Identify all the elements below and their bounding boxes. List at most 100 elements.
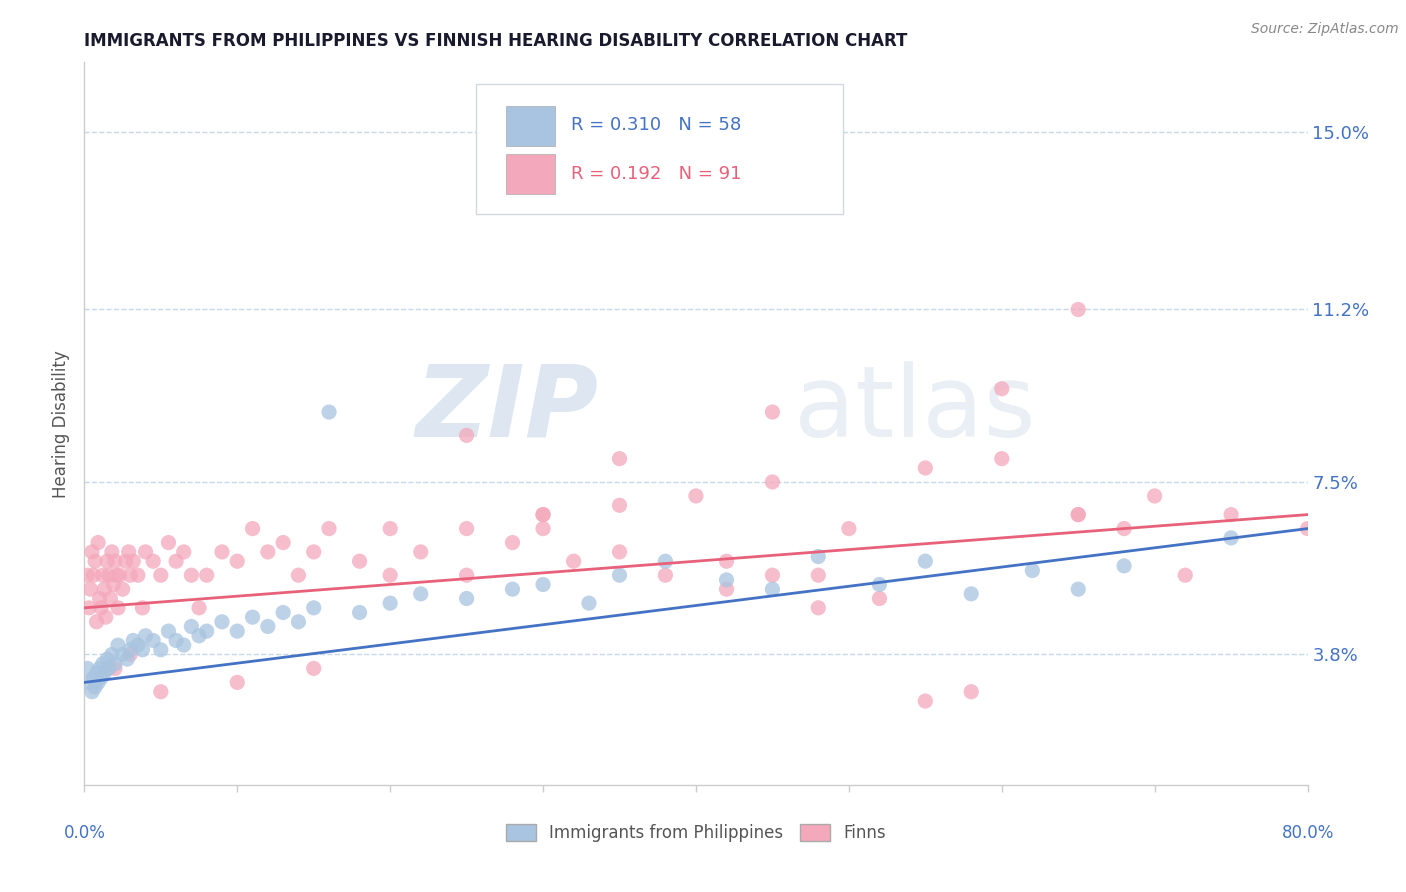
Point bbox=[173, 638, 195, 652]
Point bbox=[960, 587, 983, 601]
Point bbox=[142, 633, 165, 648]
Point bbox=[211, 545, 233, 559]
Point bbox=[127, 638, 149, 652]
Point bbox=[94, 610, 117, 624]
Point bbox=[76, 661, 98, 675]
Point bbox=[242, 522, 264, 536]
Point bbox=[609, 498, 631, 512]
Point bbox=[77, 675, 100, 690]
Point bbox=[149, 642, 172, 657]
Point bbox=[87, 535, 110, 549]
Point bbox=[103, 577, 125, 591]
Point bbox=[157, 624, 180, 639]
Point bbox=[380, 596, 402, 610]
Point bbox=[1021, 564, 1043, 578]
Point bbox=[349, 606, 371, 620]
Point bbox=[89, 661, 111, 675]
Point bbox=[226, 554, 249, 568]
Point bbox=[257, 545, 280, 559]
Point bbox=[211, 615, 233, 629]
Text: IMMIGRANTS FROM PHILIPPINES VS FINNISH HEARING DISABILITY CORRELATION CHART: IMMIGRANTS FROM PHILIPPINES VS FINNISH H… bbox=[84, 32, 908, 50]
Point bbox=[761, 405, 783, 419]
Point bbox=[83, 568, 105, 582]
Point bbox=[456, 428, 478, 442]
Point bbox=[96, 554, 118, 568]
Point bbox=[80, 684, 103, 698]
Point bbox=[98, 591, 121, 606]
Point bbox=[960, 684, 983, 698]
Legend: Immigrants from Philippines, Finns: Immigrants from Philippines, Finns bbox=[499, 817, 893, 849]
Point bbox=[654, 568, 676, 582]
Point bbox=[716, 582, 738, 597]
Point bbox=[302, 545, 325, 559]
Point bbox=[807, 600, 830, 615]
Text: 0.0%: 0.0% bbox=[63, 824, 105, 842]
Point bbox=[271, 606, 294, 620]
Point bbox=[226, 624, 249, 639]
Point bbox=[79, 582, 101, 597]
Point bbox=[257, 619, 280, 633]
Point bbox=[456, 522, 478, 536]
Point bbox=[114, 554, 136, 568]
Point bbox=[914, 694, 936, 708]
Point bbox=[287, 568, 309, 582]
Point bbox=[101, 648, 124, 662]
Point bbox=[80, 545, 103, 559]
Point bbox=[89, 591, 111, 606]
Point bbox=[1067, 582, 1090, 597]
Point bbox=[531, 508, 554, 522]
Point bbox=[761, 582, 783, 597]
Point bbox=[90, 600, 112, 615]
Point bbox=[302, 661, 325, 675]
Point bbox=[287, 615, 309, 629]
Point bbox=[115, 652, 138, 666]
Point bbox=[456, 568, 478, 582]
Point bbox=[107, 600, 129, 615]
Point bbox=[84, 554, 107, 568]
Point bbox=[991, 382, 1014, 396]
Text: R = 0.192   N = 91: R = 0.192 N = 91 bbox=[571, 165, 742, 183]
Point bbox=[104, 657, 127, 671]
Point bbox=[914, 554, 936, 568]
Point bbox=[120, 568, 142, 582]
Point bbox=[531, 508, 554, 522]
Point bbox=[380, 522, 402, 536]
Point bbox=[578, 596, 600, 610]
Point bbox=[149, 568, 172, 582]
Point bbox=[111, 648, 134, 662]
Point bbox=[609, 568, 631, 582]
Point bbox=[76, 568, 98, 582]
Point bbox=[807, 549, 830, 564]
Point bbox=[195, 624, 218, 639]
Point bbox=[96, 652, 118, 666]
Point bbox=[122, 554, 145, 568]
Point bbox=[86, 666, 108, 681]
Point bbox=[118, 545, 141, 559]
Point bbox=[226, 675, 249, 690]
Point bbox=[271, 535, 294, 549]
Point bbox=[318, 522, 340, 536]
Point bbox=[188, 629, 211, 643]
Point bbox=[1067, 302, 1090, 317]
Point bbox=[1143, 489, 1166, 503]
Point bbox=[1114, 558, 1136, 573]
Point bbox=[127, 568, 149, 582]
Point bbox=[93, 582, 115, 597]
Point bbox=[97, 568, 120, 582]
Point bbox=[1067, 508, 1090, 522]
Point bbox=[914, 461, 936, 475]
Point bbox=[180, 568, 202, 582]
Point bbox=[531, 522, 554, 536]
Point bbox=[149, 684, 172, 698]
Point bbox=[761, 568, 783, 582]
Point bbox=[104, 661, 127, 675]
Point bbox=[120, 642, 142, 657]
Point bbox=[83, 671, 105, 685]
Point bbox=[122, 633, 145, 648]
Point bbox=[107, 638, 129, 652]
Point bbox=[86, 615, 108, 629]
Text: ZIP: ZIP bbox=[415, 360, 598, 458]
Point bbox=[302, 600, 325, 615]
Point bbox=[807, 568, 830, 582]
Point bbox=[609, 545, 631, 559]
